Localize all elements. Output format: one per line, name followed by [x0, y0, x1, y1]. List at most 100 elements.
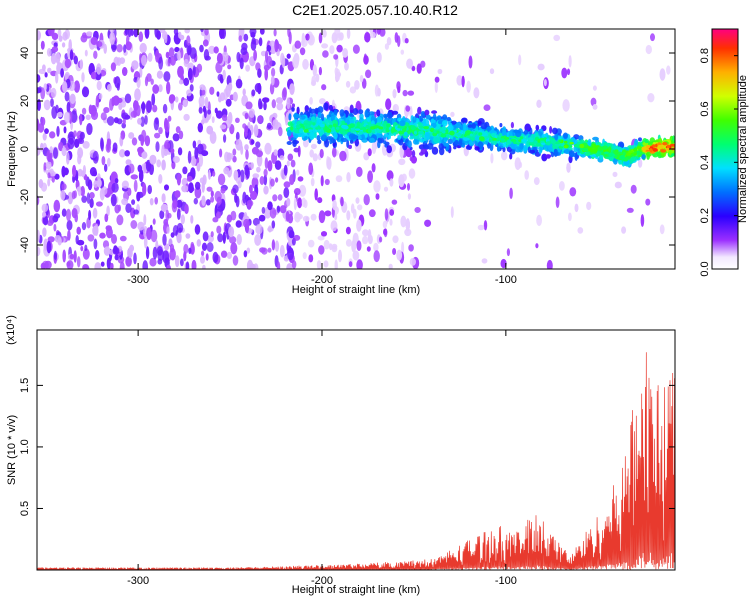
noise-speckle: [229, 124, 235, 135]
noise-speckle: [321, 231, 327, 237]
noise-speckle: [53, 147, 58, 159]
noise-speckle: [226, 251, 232, 259]
noise-speckle: [109, 31, 116, 45]
noise-speckle: [219, 92, 225, 101]
noise-speckle: [659, 68, 666, 81]
noise-speckle: [174, 255, 180, 268]
noise-speckle: [269, 82, 275, 95]
noise-speckle: [176, 199, 183, 208]
noise-speckle: [43, 83, 48, 91]
noise-speckle: [49, 171, 56, 177]
noise-speckle: [320, 175, 324, 187]
noise-speckle: [155, 49, 160, 63]
noise-speckle: [271, 67, 276, 77]
noise-speckle: [404, 38, 409, 44]
signal-cell: [386, 111, 393, 119]
noise-speckle: [105, 226, 113, 239]
noise-speckle: [285, 116, 289, 126]
noise-speckle: [359, 74, 364, 83]
noise-speckle: [243, 250, 248, 258]
noise-speckle: [152, 84, 160, 94]
noise-speckle: [392, 248, 397, 255]
noise-speckle: [450, 111, 455, 117]
signal-core-cell: [665, 147, 671, 151]
signal-cell: [323, 102, 329, 111]
noise-speckle: [147, 52, 153, 62]
noise-speckle: [144, 115, 148, 125]
noise-speckle: [277, 194, 283, 201]
signal-cell: [333, 109, 338, 115]
noise-speckle: [138, 169, 144, 183]
noise-speckle: [56, 125, 60, 137]
noise-speckle: [93, 238, 98, 250]
noise-speckle: [66, 220, 73, 231]
noise-speckle: [293, 188, 301, 196]
noise-speckle: [40, 262, 46, 269]
noise-speckle: [61, 183, 67, 190]
noise-speckle: [161, 193, 166, 203]
noise-speckle: [536, 99, 542, 109]
signal-core-cell: [660, 149, 667, 153]
noise-speckle: [161, 159, 166, 171]
noise-speckle: [114, 76, 121, 89]
signal-core-cell: [615, 149, 619, 153]
noise-speckle: [113, 117, 119, 124]
noise-speckle: [61, 208, 67, 217]
signal-core-cell: [483, 135, 489, 139]
noise-speckle: [202, 39, 209, 47]
noise-speckle: [42, 215, 49, 226]
signal-cell: [354, 138, 359, 147]
noise-speckle: [252, 173, 260, 179]
signal-cell: [292, 139, 297, 148]
noise-speckle: [256, 166, 261, 173]
noise-speckle: [68, 39, 72, 52]
noise-speckle: [263, 168, 268, 177]
noise-speckle: [114, 178, 119, 184]
signal-cell: [321, 134, 327, 142]
noise-speckle: [280, 52, 285, 66]
noise-speckle: [156, 70, 163, 79]
signal-cell: [288, 113, 292, 121]
noise-speckle: [312, 64, 317, 77]
noise-speckle: [411, 65, 416, 72]
noise-speckle: [183, 251, 187, 262]
signal-cell: [453, 145, 457, 150]
noise-speckle: [332, 199, 337, 211]
noise-speckle: [645, 44, 652, 55]
noise-speckle: [90, 110, 99, 121]
noise-speckle: [236, 51, 241, 63]
noise-speckle: [371, 163, 376, 173]
noise-speckle: [307, 239, 315, 248]
signal-core-cell: [563, 145, 568, 149]
noise-speckle: [180, 258, 184, 267]
noise-speckle: [201, 195, 206, 207]
noise-speckle: [346, 29, 351, 39]
signal-core-cell: [472, 134, 477, 138]
noise-speckle: [76, 256, 81, 268]
noise-speckle: [154, 132, 161, 139]
noise-speckle: [388, 263, 393, 269]
noise-speckle: [223, 167, 230, 175]
snr-y-ticks: 0.5 1.0 1.5: [19, 378, 675, 516]
noise-speckle: [134, 88, 141, 102]
noise-speckle: [310, 213, 317, 221]
signal-core-cell: [317, 127, 322, 130]
noise-speckle: [129, 244, 135, 252]
noise-speckle: [77, 188, 82, 197]
noise-speckle: [318, 245, 325, 255]
noise-speckle: [194, 147, 199, 160]
noise-speckle: [116, 214, 124, 226]
noise-speckle: [647, 93, 655, 103]
signal-cell: [331, 119, 338, 125]
signal-core-cell: [627, 150, 634, 154]
noise-speckle: [50, 53, 57, 65]
noise-speckle: [335, 33, 342, 41]
noise-speckle: [150, 229, 158, 243]
signal-cell: [451, 120, 457, 125]
noise-speckle: [212, 217, 219, 223]
noise-speckle: [261, 206, 266, 214]
noise-speckle: [214, 190, 222, 203]
noise-speckle: [201, 242, 208, 251]
noise-speckle: [592, 104, 598, 110]
noise-speckle: [210, 196, 215, 203]
